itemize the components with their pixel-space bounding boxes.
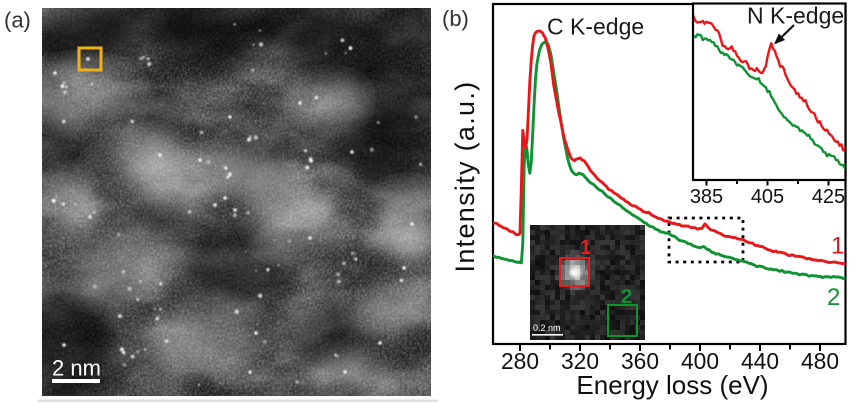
svg-text:(a): (a) [4,8,31,33]
svg-text:2 nm: 2 nm [52,356,101,381]
svg-text:400: 400 [681,348,719,374]
svg-text:280: 280 [501,348,539,374]
svg-text:440: 440 [741,348,779,374]
svg-text:360: 360 [621,348,659,374]
svg-text:1: 1 [831,233,844,260]
svg-text:Energy loss (eV): Energy loss (eV) [576,370,768,400]
svg-text:480: 480 [801,348,839,374]
svg-text:385: 385 [690,186,723,208]
svg-text:425: 425 [812,186,845,208]
svg-text:C K-edge: C K-edge [547,14,644,40]
svg-text:320: 320 [561,348,599,374]
svg-text:N K-edge: N K-edge [747,3,844,29]
svg-text:405: 405 [751,186,784,208]
svg-text:2: 2 [621,286,632,308]
svg-text:2: 2 [827,284,840,311]
svg-text:0.2 nm: 0.2 nm [533,323,561,333]
svg-text:Intensity (a.u.): Intensity (a.u.) [450,81,480,273]
svg-text:(b): (b) [442,6,469,31]
svg-text:1: 1 [580,237,591,259]
